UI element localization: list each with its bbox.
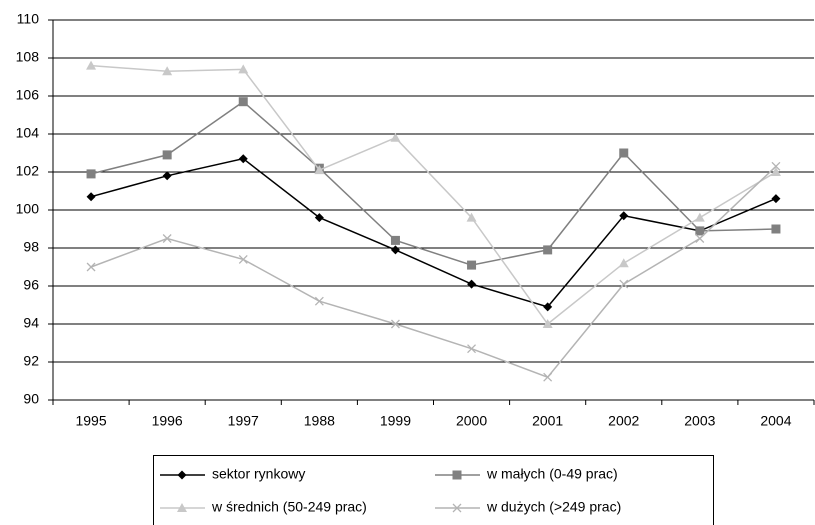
y-tick-label: 100 bbox=[16, 201, 40, 217]
data-point bbox=[238, 254, 248, 264]
legend-marker bbox=[452, 503, 462, 513]
data-point bbox=[695, 226, 705, 236]
data-point bbox=[542, 319, 553, 328]
data-point bbox=[390, 245, 400, 255]
data-point bbox=[86, 192, 96, 202]
y-tick-label: 110 bbox=[17, 11, 40, 27]
data-point bbox=[543, 372, 553, 382]
series-line bbox=[90, 157, 777, 308]
legend-box bbox=[153, 455, 714, 525]
data-point bbox=[390, 132, 401, 142]
x-tick-label: 1988 bbox=[304, 413, 335, 429]
x-tick-label: 1997 bbox=[228, 413, 259, 429]
y-tick-label: 106 bbox=[16, 87, 40, 103]
data-point bbox=[314, 296, 324, 306]
data-point bbox=[619, 279, 629, 289]
data-point bbox=[238, 154, 248, 164]
data-point bbox=[619, 148, 629, 158]
data-point bbox=[162, 66, 173, 76]
data-point bbox=[771, 224, 781, 234]
legend-label: w średnich (50-249 prac) bbox=[211, 499, 367, 515]
x-tick-label: 1995 bbox=[75, 413, 106, 429]
legend-marker bbox=[177, 503, 187, 512]
legend-label: sektor rynkowy bbox=[212, 466, 305, 482]
data-point bbox=[770, 167, 781, 176]
y-tick-label: 102 bbox=[16, 163, 40, 179]
data-point bbox=[238, 64, 249, 74]
data-point bbox=[390, 235, 400, 245]
data-point bbox=[467, 279, 477, 289]
series-line bbox=[90, 165, 777, 379]
legend-label: w dużych (>249 prac) bbox=[486, 499, 621, 515]
data-point bbox=[162, 234, 172, 243]
data-point bbox=[86, 262, 96, 272]
data-point bbox=[543, 302, 553, 312]
y-tick-label: 90 bbox=[23, 391, 39, 407]
x-tick-label: 1996 bbox=[152, 413, 183, 429]
x-tick-label: 1999 bbox=[380, 413, 411, 429]
data-point bbox=[543, 245, 553, 255]
legend-label: w małych (0-49 prac) bbox=[486, 466, 618, 482]
data-point bbox=[695, 234, 705, 243]
data-point bbox=[771, 194, 781, 204]
x-tick-label: 2001 bbox=[532, 413, 563, 429]
y-tick-label: 108 bbox=[16, 49, 40, 65]
data-point bbox=[314, 213, 324, 223]
data-point bbox=[771, 161, 781, 171]
data-point bbox=[467, 344, 477, 354]
data-point bbox=[618, 258, 629, 268]
x-tick-label: 2002 bbox=[608, 413, 639, 429]
data-point bbox=[467, 260, 477, 270]
x-tick-label: 2004 bbox=[760, 413, 791, 429]
data-point bbox=[86, 169, 96, 179]
data-point bbox=[694, 212, 705, 222]
data-point bbox=[390, 319, 400, 329]
data-point bbox=[162, 150, 172, 160]
y-tick-label: 92 bbox=[23, 353, 39, 369]
legend-marker bbox=[452, 470, 462, 480]
data-point bbox=[238, 97, 248, 107]
data-point bbox=[86, 60, 97, 70]
series-line bbox=[90, 64, 777, 326]
data-point bbox=[314, 165, 325, 175]
x-tick-label: 2000 bbox=[456, 413, 487, 429]
y-tick-label: 94 bbox=[23, 315, 39, 331]
x-tick-label: 2003 bbox=[684, 413, 715, 429]
series-line bbox=[90, 100, 776, 266]
data-point bbox=[619, 211, 629, 221]
data-point bbox=[466, 212, 477, 222]
data-point bbox=[162, 171, 172, 181]
y-tick-label: 96 bbox=[23, 277, 39, 293]
legend-marker bbox=[177, 470, 187, 480]
y-tick-label: 104 bbox=[16, 125, 40, 141]
y-tick-label: 98 bbox=[23, 239, 39, 255]
